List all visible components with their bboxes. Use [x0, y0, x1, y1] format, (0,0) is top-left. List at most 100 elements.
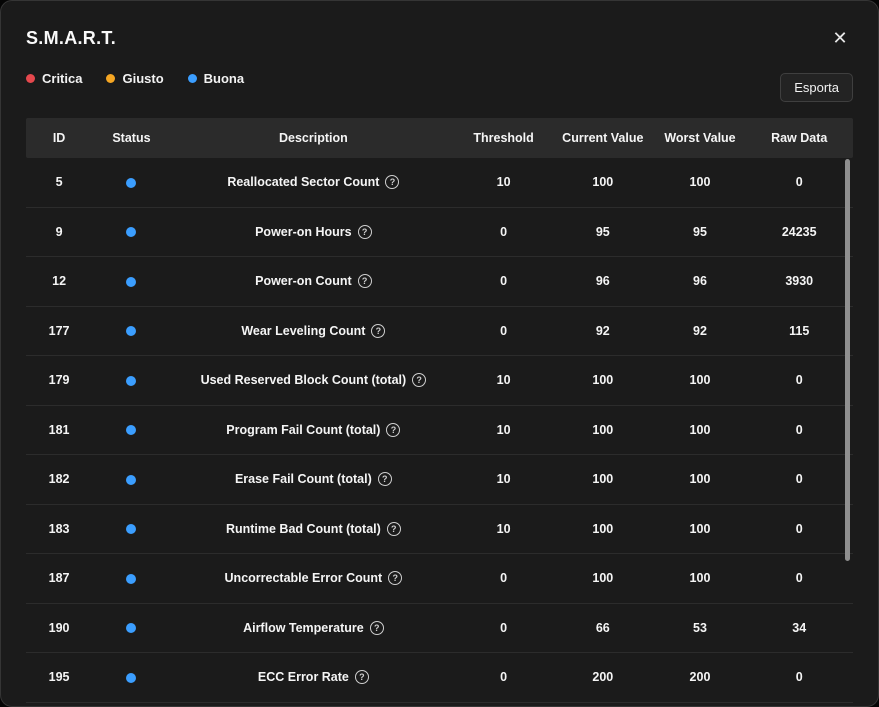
cell-id: 187	[48, 571, 70, 586]
legend-item-critica: Critica	[26, 71, 82, 86]
legend-item-label: Giusto	[122, 71, 164, 86]
table-row: 12 Power-on Count ? 0 96 96 3930	[26, 257, 853, 307]
critica-dot-icon	[26, 74, 35, 83]
col-header-status: Status	[112, 131, 151, 145]
cell-threshold: 10	[496, 472, 511, 487]
legend-item-label: Buona	[203, 71, 245, 86]
col-header-current-value: Current Value	[562, 131, 644, 145]
table-row: 195 ECC Error Rate ? 0 200 200 0	[26, 653, 853, 703]
table-row: 179 Used Reserved Block Count (total) ? …	[26, 356, 853, 406]
scrollbar-thumb[interactable]	[845, 159, 850, 561]
description-label: Program Fail Count (total)	[226, 422, 381, 437]
cell-raw-data: 0	[795, 472, 803, 487]
cell-raw-data: 0	[795, 175, 803, 190]
cell-raw-data: 34	[792, 620, 807, 635]
cell-description: Reallocated Sector Count ?	[171, 175, 456, 190]
info-icon[interactable]: ?	[354, 670, 369, 685]
cell-current-value: 96	[595, 274, 610, 289]
cell-description: Power-on Count ?	[171, 274, 456, 289]
cell-id: 183	[48, 521, 70, 536]
cell-id: 177	[48, 323, 70, 338]
cell-worst-value: 100	[689, 373, 711, 388]
cell-worst-value: 100	[689, 571, 711, 586]
info-icon[interactable]: ?	[369, 620, 384, 635]
description-label: Airflow Temperature	[243, 620, 364, 635]
table-row: 9 Power-on Hours ? 0 95 95 24235	[26, 208, 853, 257]
cell-current-value: 100	[592, 373, 614, 388]
cell-id: 5	[55, 175, 63, 190]
description-label: Used Reserved Block Count (total)	[200, 373, 407, 388]
cell-threshold: 10	[496, 373, 511, 388]
cell-worst-value: 100	[689, 175, 711, 190]
cell-threshold: 0	[500, 323, 508, 338]
status-legend: Critica Giusto Buona	[26, 71, 244, 86]
status-dot-icon	[126, 227, 137, 238]
info-icon[interactable]: ?	[386, 521, 401, 536]
cell-worst-value: 96	[693, 274, 707, 289]
cell-current-value: 100	[592, 422, 614, 437]
giusto-dot-icon	[106, 74, 116, 83]
close-icon: ✕	[832, 27, 848, 48]
status-dot-icon	[126, 672, 137, 683]
info-icon[interactable]: ?	[385, 175, 400, 190]
table-row: 183 Runtime Bad Count (total) ? 10 100 1…	[26, 505, 853, 554]
status-dot-icon	[126, 425, 137, 436]
info-icon[interactable]: ?	[357, 224, 372, 239]
cell-threshold: 0	[500, 224, 508, 239]
cell-current-value: 100	[592, 571, 614, 586]
close-button[interactable]: ✕	[829, 27, 851, 49]
cell-threshold: 0	[500, 670, 508, 685]
cell-worst-value: 100	[689, 472, 711, 487]
status-dot-icon	[126, 524, 137, 535]
info-icon[interactable]: ?	[377, 472, 392, 487]
cell-status	[92, 472, 171, 486]
cell-status	[92, 373, 171, 387]
cell-id: 9	[55, 224, 63, 239]
cell-raw-data: 0	[795, 373, 803, 388]
description-label: Power-on Hours	[255, 224, 352, 239]
description-label: Reallocated Sector Count	[227, 175, 380, 190]
col-header-raw-data: Raw Data	[771, 131, 828, 145]
cell-raw-data: 0	[795, 422, 803, 437]
cell-threshold: 10	[496, 521, 511, 536]
table-row: 190 Airflow Temperature ? 0 66 53 34	[26, 604, 853, 653]
cell-status	[92, 571, 171, 585]
export-button[interactable]: Esporta	[780, 73, 853, 102]
cell-id: 12	[52, 274, 67, 289]
info-icon[interactable]: ?	[388, 571, 403, 586]
info-icon[interactable]: ?	[386, 422, 401, 437]
status-dot-icon	[126, 623, 137, 634]
description-label: Runtime Bad Count (total)	[225, 521, 381, 536]
table-row: 182 Erase Fail Count (total) ? 10 100 10…	[26, 455, 853, 505]
legend-item-label: Critica	[42, 71, 83, 86]
info-icon[interactable]: ?	[412, 373, 427, 388]
status-dot-icon	[126, 375, 137, 386]
status-dot-icon	[126, 573, 137, 584]
cell-description: Wear Leveling Count ?	[171, 323, 456, 338]
cell-status	[92, 225, 171, 239]
dialog-title: S.M.A.R.T.	[26, 28, 117, 48]
status-dot-icon	[126, 326, 137, 337]
cell-description: Uncorrectable Error Count ?	[171, 571, 456, 586]
description-label: Wear Leveling Count	[241, 323, 366, 338]
cell-raw-data: 24235	[781, 224, 817, 239]
cell-threshold: 10	[496, 175, 511, 190]
info-icon[interactable]: ?	[371, 323, 386, 338]
cell-description: Power-on Hours ?	[171, 224, 456, 239]
cell-worst-value: 95	[693, 224, 707, 239]
info-icon[interactable]: ?	[357, 274, 372, 289]
table-header: ID Status Description Threshold Current …	[26, 118, 853, 158]
table-body: 5 Reallocated Sector Count ? 10 100 100 …	[26, 158, 853, 703]
col-header-threshold: Threshold	[473, 131, 534, 145]
cell-worst-value: 100	[689, 422, 711, 437]
description-label: Erase Fail Count (total)	[234, 472, 372, 487]
status-dot-icon	[126, 177, 137, 188]
legend-item-giusto: Giusto	[106, 71, 164, 86]
status-dot-icon	[126, 474, 137, 485]
buona-dot-icon	[187, 74, 197, 83]
cell-id: 179	[48, 373, 70, 388]
cell-threshold: 10	[496, 422, 511, 437]
cell-worst-value: 200	[689, 670, 711, 685]
col-header-description: Description	[278, 131, 348, 145]
